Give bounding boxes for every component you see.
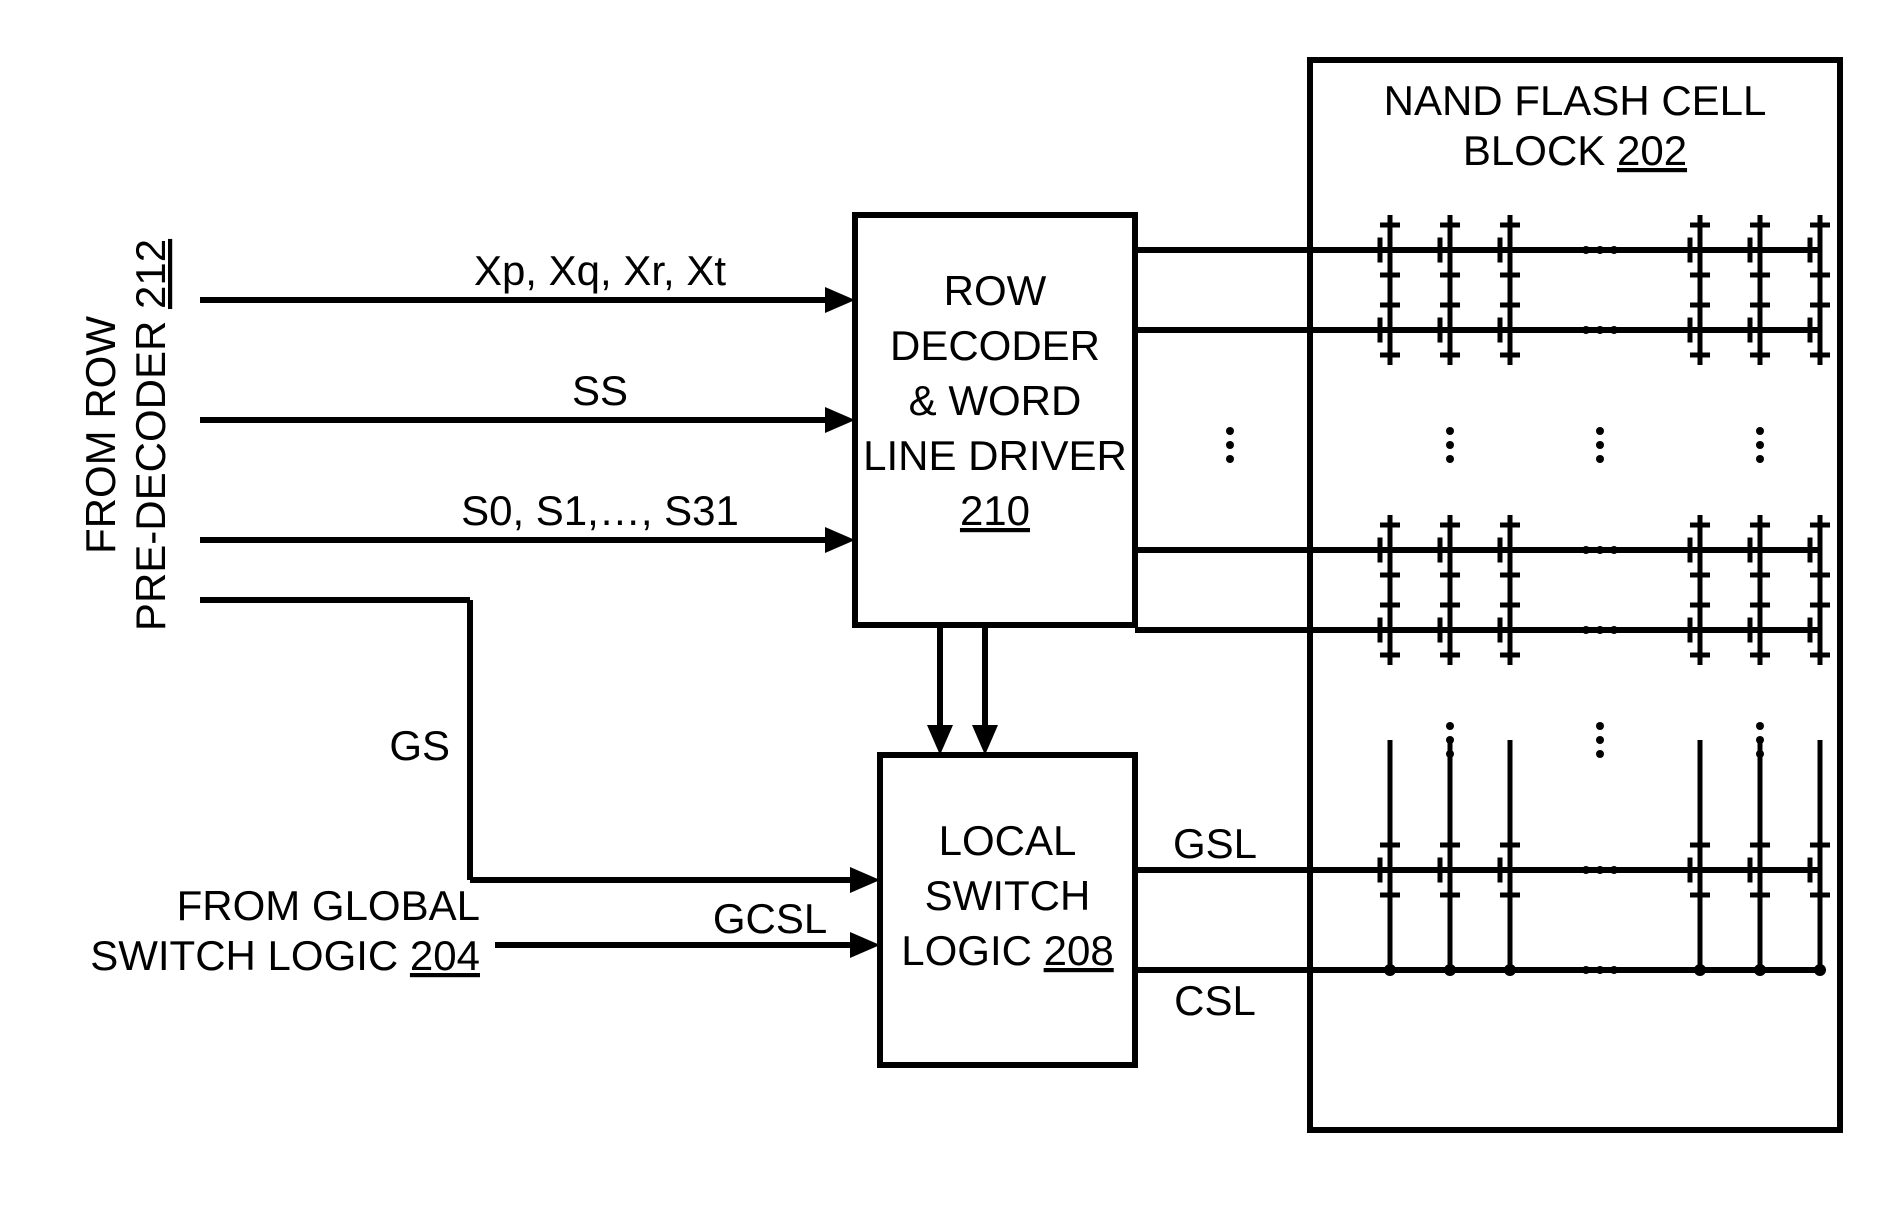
svg-text:PRE-DECODER 212: PRE-DECODER 212 [127, 239, 174, 631]
local-switch-logic [880, 755, 1135, 1065]
global-switch-source-1: FROM GLOBAL [177, 882, 480, 929]
signal-gcsl: GCSL [713, 895, 827, 942]
global-switch-source-2: SWITCH LOGIC 204 [90, 932, 480, 979]
signal-s0-s31: S0, S1,…, S31 [461, 487, 739, 534]
signal-gs: GS [389, 722, 450, 769]
signal-ss: SS [572, 367, 628, 414]
signal-csl: CSL [1174, 977, 1256, 1024]
svg-text:FROM ROW: FROM ROW [77, 316, 124, 554]
row-predecoder-source-label: FROM ROWPRE-DECODER 212 [77, 239, 174, 631]
row-decoder-word-line-driver [855, 215, 1135, 625]
nand-flash-cell-block [1310, 60, 1840, 1130]
signal-xpxqxrxt: Xp, Xq, Xr, Xt [474, 247, 726, 294]
signal-gsl: GSL [1173, 820, 1257, 867]
